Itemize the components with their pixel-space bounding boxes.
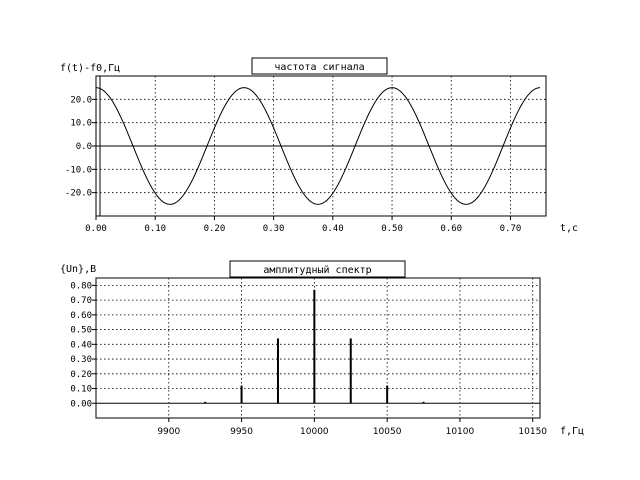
x-tick-label: 10150: [518, 427, 547, 437]
y-tick-label: 0.20: [70, 370, 92, 380]
y-tick-label: -10.0: [65, 165, 92, 175]
x-tick-label: 0.00: [85, 224, 107, 234]
chart-title: амплитудный спектр: [263, 264, 371, 276]
y-tick-label: 0.80: [70, 281, 92, 291]
y-tick-label: -20.0: [65, 189, 92, 199]
x-tick-label: 9900: [157, 427, 180, 437]
spectrum-chart: 9900 9950 10000 10050 10100 10150 0.80 0.70 0.60…: [60, 260, 584, 437]
x-tick-label: 0.40: [322, 224, 344, 234]
y-tick-label: 0.00: [70, 399, 92, 409]
x-tick-label: 0.70: [500, 224, 522, 234]
x-tick-label: 9950: [230, 427, 253, 437]
y-tick-label: 0.30: [70, 355, 92, 365]
x-tick-label: 10000: [300, 427, 329, 437]
y-axis-label: f(t)-f0,Гц: [60, 63, 120, 74]
x-tick-label: 0.60: [440, 224, 462, 234]
y-tick-label: 10.0: [70, 119, 92, 129]
spectrum-bar: [349, 338, 352, 404]
x-tick-label: 10100: [446, 427, 475, 437]
chart-title: частота сигнала: [274, 62, 364, 73]
title-box: [251, 57, 388, 75]
x-tick-label: 10050: [373, 427, 402, 437]
frequency-chart: 0.00 0.10 0.20 0.30 0.40 0.50 0.60 0.70 20.0 10.0…: [60, 57, 578, 234]
x-tick-label: 0.10: [144, 224, 166, 234]
spectrum-bar: [422, 401, 425, 404]
spectrum-bar: [276, 338, 279, 404]
x-tick-label: 0.20: [204, 224, 226, 234]
y-tick-label: 0.10: [70, 385, 92, 395]
spectrum-bar: [240, 385, 243, 404]
y-tick-label: 0.50: [70, 326, 92, 336]
spectrum-bar: [313, 289, 316, 404]
x-tick-label: 0.30: [263, 224, 285, 234]
x-axis-label: t,c: [560, 223, 578, 234]
y-tick-label: 0.60: [70, 311, 92, 321]
spectrum-bar: [386, 385, 389, 404]
spectrum-bar: [204, 401, 207, 404]
x-tick-label: 0.50: [381, 224, 403, 234]
y-axis-label: {Un},В: [60, 264, 96, 275]
y-tick-label: 20.0: [70, 95, 92, 105]
x-axis-label: f,Гц: [560, 426, 584, 437]
y-tick-label: 0.0: [76, 142, 92, 152]
plot-area-frame: [95, 277, 541, 419]
title-box: [229, 260, 406, 278]
y-tick-label: 0.40: [70, 340, 92, 350]
y-tick-label: 0.70: [70, 296, 92, 306]
series-line: [95, 87, 541, 205]
